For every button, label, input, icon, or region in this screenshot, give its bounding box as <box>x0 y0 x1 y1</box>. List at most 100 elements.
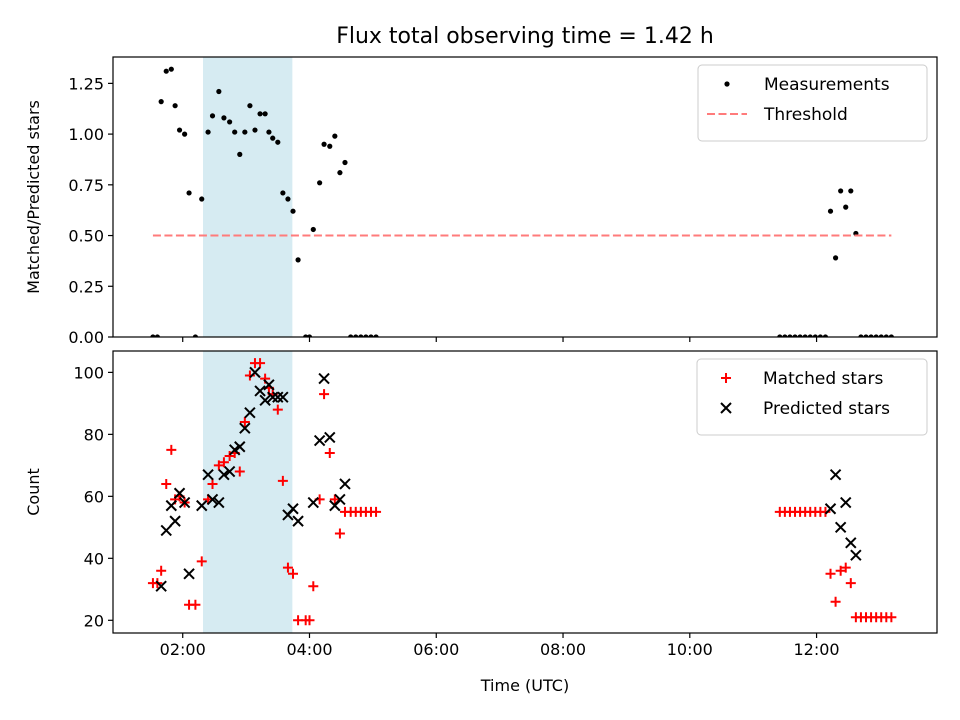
matched-star-point <box>835 565 846 576</box>
measurement-point <box>782 334 788 337</box>
predicted-star-point <box>228 444 241 456</box>
measurement-point <box>310 226 316 233</box>
predicted-star-point <box>267 391 279 403</box>
matched-star-point <box>288 568 299 579</box>
measurement-point <box>817 334 823 337</box>
measurement-point <box>797 334 803 337</box>
predicted-star-point <box>292 515 304 527</box>
measurement-point <box>172 103 178 109</box>
matched-star-point <box>234 466 245 477</box>
y-tick-label: 1.25 <box>68 74 104 93</box>
legend-box <box>697 64 928 142</box>
predicted-star-point <box>840 496 852 509</box>
measurement-point <box>199 196 205 202</box>
measurement-point <box>822 334 829 337</box>
matched-star-point <box>319 389 330 400</box>
measurement-point <box>363 334 369 337</box>
y-tick-label: 0.75 <box>68 176 104 195</box>
measurement-point <box>257 111 263 117</box>
legend-handle-predicted <box>720 402 732 414</box>
predicted-star-point <box>254 385 266 397</box>
predicted-star-point <box>160 524 172 537</box>
legend-label: Threshold <box>763 105 848 125</box>
predicted-star-point <box>213 496 225 509</box>
predicted-star-point <box>334 493 346 506</box>
legend-label: Predicted stars <box>763 399 890 419</box>
y-tick-label: 100 <box>73 363 104 382</box>
matched-star-point <box>334 528 345 539</box>
measurement-point <box>247 103 253 109</box>
predicted-star-point <box>155 580 167 592</box>
measurement-point <box>227 119 233 125</box>
measurement-point <box>832 255 839 261</box>
matched-star-point <box>277 475 288 486</box>
predicted-star-point <box>829 468 842 481</box>
predicted-star-point <box>850 549 862 561</box>
predicted-star-point <box>206 493 219 506</box>
chart-title: Flux total observing time = 1.42 h <box>336 24 714 49</box>
measurement-point <box>209 113 216 119</box>
observing-span <box>203 57 293 337</box>
legend-handle-matched <box>721 373 731 383</box>
predicted-star-point <box>834 521 847 534</box>
predicted-star-point <box>307 496 320 509</box>
matched-star-point <box>371 506 382 517</box>
x-tick-label: 08:00 <box>540 640 586 659</box>
series-layer <box>147 358 897 626</box>
measurement-point <box>348 334 354 337</box>
measurement-point <box>342 159 348 166</box>
measurement-point <box>154 334 160 337</box>
matched-star-point <box>190 599 201 610</box>
predicted-star-point <box>165 499 178 512</box>
matched-star-point <box>282 562 293 573</box>
series-layer <box>150 66 894 337</box>
legend-label: Matched stars <box>763 369 883 389</box>
measurement-point <box>280 190 286 196</box>
measurement-point <box>777 334 783 337</box>
measurement-point <box>848 188 854 194</box>
matched-star-point <box>218 457 229 468</box>
axes-frame <box>112 56 938 338</box>
predicted-star-point <box>845 537 857 549</box>
matched-star-point <box>166 444 177 455</box>
predicted-star-point <box>196 499 208 512</box>
matched-star-point <box>239 416 250 427</box>
predicted-star-point <box>244 406 256 419</box>
measurement-point <box>353 334 359 337</box>
measurement-point <box>787 334 793 337</box>
measurement-point <box>306 334 313 337</box>
predicted-star-point <box>259 394 271 406</box>
x-axis-label: Time (UTC) <box>480 676 569 695</box>
axes-frame <box>112 350 938 634</box>
measurement-point <box>843 204 849 210</box>
measurement-point <box>863 334 869 337</box>
measurement-point <box>163 68 169 74</box>
x-tick-label: 02:00 <box>160 640 206 659</box>
matched-star-point <box>308 581 319 592</box>
measurement-point <box>368 334 374 337</box>
measurement-point <box>216 88 222 95</box>
predicted-star-point <box>234 441 246 453</box>
measurement-point <box>858 334 864 337</box>
predicted-star-point <box>178 496 191 509</box>
y-tick-label: 80 <box>84 425 104 444</box>
matched-star-point <box>304 615 315 626</box>
matched-star-point <box>255 358 266 369</box>
y-tick-label: 40 <box>84 549 104 568</box>
measurement-point <box>242 129 248 135</box>
measurement-point <box>270 135 276 141</box>
matched-star-point <box>213 460 224 471</box>
matched-star-point <box>886 612 897 623</box>
measurement-point <box>237 151 243 157</box>
predicted-star-point <box>249 366 261 379</box>
predicted-star-point <box>202 468 214 481</box>
y-tick-label: 0.50 <box>68 227 104 246</box>
measurement-point <box>838 188 844 194</box>
measurement-point <box>221 115 227 121</box>
matched-star-point <box>161 478 172 489</box>
measurement-point <box>878 334 884 337</box>
predicted-star-point <box>339 478 351 490</box>
x-tick-label: 12:00 <box>794 640 840 659</box>
matched-star-point <box>196 556 207 567</box>
y-axis-label: Count <box>24 468 43 516</box>
